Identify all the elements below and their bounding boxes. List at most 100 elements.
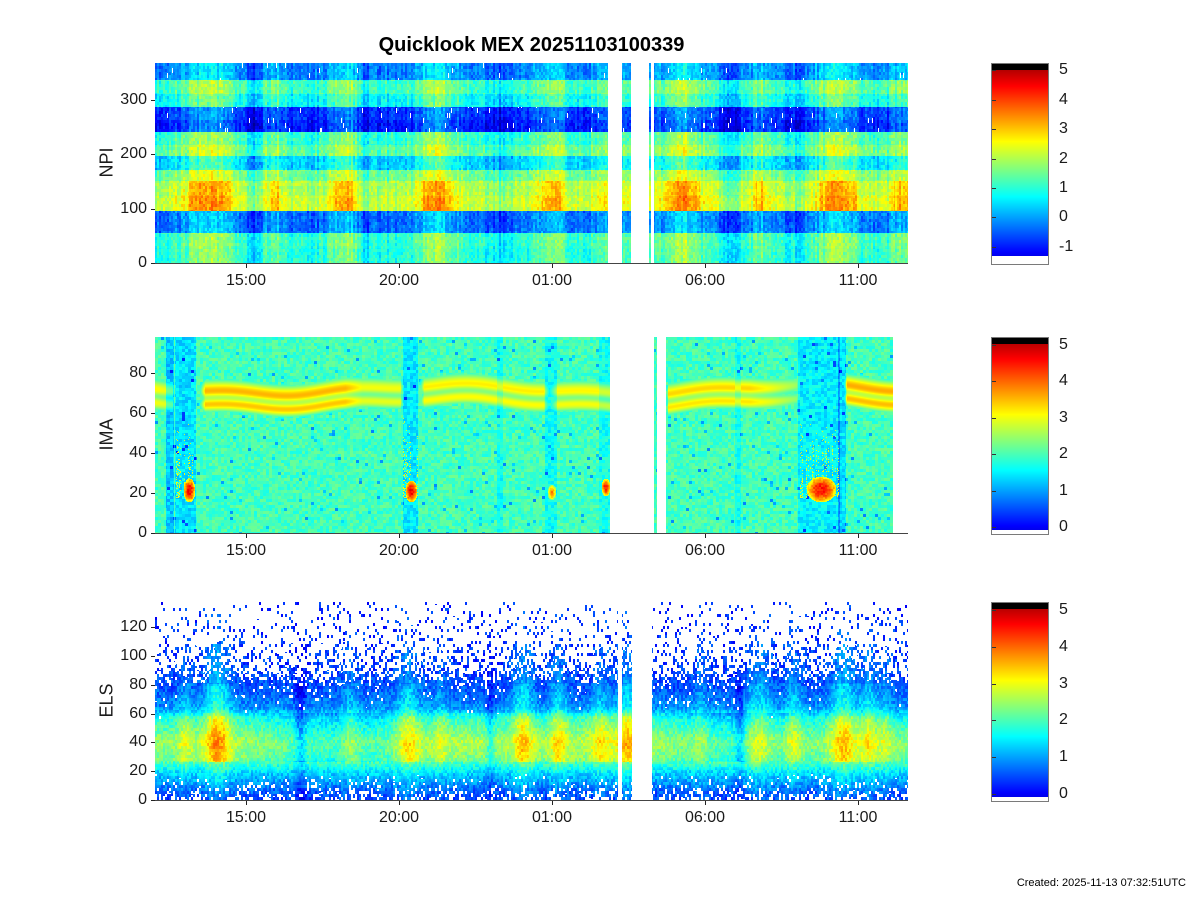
y-tick-label: 200 <box>120 145 147 162</box>
x-tick-label: 01:00 <box>531 542 573 559</box>
colorbar-tick-mark <box>992 757 996 758</box>
y-tick-mark <box>151 453 155 454</box>
y-tick-label: 0 <box>138 254 147 271</box>
colorbar-tick-label: -1 <box>1059 238 1074 255</box>
x-tick-mark <box>858 264 859 268</box>
colorbar-tick-label: 5 <box>1059 601 1068 618</box>
y-tick-mark <box>151 493 155 494</box>
x-axis-line <box>155 800 908 801</box>
y-tick-label: 20 <box>129 762 147 779</box>
colorbar-tick-label: 4 <box>1059 638 1068 655</box>
y-tick-label: 80 <box>129 676 147 693</box>
colorbar-tick-mark <box>992 345 996 346</box>
colorbar-tick-mark <box>992 159 996 160</box>
y-tick-mark <box>151 714 155 715</box>
colorbar-tick-mark <box>992 527 996 528</box>
x-axis-line <box>155 263 908 264</box>
colorbar-tick-label: 5 <box>1059 336 1068 353</box>
els-spectrogram <box>155 602 908 800</box>
x-tick-label: 20:00 <box>378 809 420 826</box>
colorbar-tick-mark <box>992 491 996 492</box>
els-colorbar <box>991 602 1049 802</box>
colorbar-tick-label: 0 <box>1059 208 1068 225</box>
x-tick-mark <box>246 534 247 538</box>
x-tick-label: 20:00 <box>378 272 420 289</box>
colorbar-tick-label: 0 <box>1059 785 1068 802</box>
y-tick-label: 300 <box>120 91 147 108</box>
colorbar-tick-label: 2 <box>1059 711 1068 728</box>
x-tick-mark <box>246 264 247 268</box>
colorbar-tick-label: 5 <box>1059 61 1068 78</box>
x-tick-mark <box>552 264 553 268</box>
x-tick-mark <box>858 801 859 805</box>
colorbar-tick-mark <box>992 684 996 685</box>
x-tick-mark <box>246 801 247 805</box>
colorbar-tick-label: 3 <box>1059 675 1068 692</box>
x-axis-line <box>155 533 908 534</box>
figure-title: Quicklook MEX 20251103100339 <box>378 34 685 56</box>
x-tick-label: 01:00 <box>531 809 573 826</box>
npi-spectrogram <box>155 63 908 263</box>
y-tick-label: 0 <box>138 524 147 541</box>
colorbar-tick-mark <box>992 381 996 382</box>
colorbar-tick-label: 2 <box>1059 150 1068 167</box>
colorbar-tick-mark <box>992 129 996 130</box>
x-tick-label: 11:00 <box>838 542 878 559</box>
y-tick-label: 80 <box>129 364 147 381</box>
colorbar-tick-label: 3 <box>1059 409 1068 426</box>
y-tick-label: 40 <box>129 444 147 461</box>
colorbar-tick-mark <box>992 794 996 795</box>
x-tick-mark <box>705 264 706 268</box>
x-tick-mark <box>399 264 400 268</box>
colorbar-tick-mark <box>992 70 996 71</box>
x-tick-mark <box>552 801 553 805</box>
x-tick-label: 15:00 <box>225 542 267 559</box>
x-tick-label: 11:00 <box>838 809 878 826</box>
x-tick-mark <box>705 801 706 805</box>
colorbar-tick-mark <box>992 647 996 648</box>
colorbar-tick-label: 1 <box>1059 748 1068 765</box>
colorbar-tick-label: 2 <box>1059 445 1068 462</box>
x-tick-label: 06:00 <box>684 542 726 559</box>
y-tick-mark <box>151 656 155 657</box>
colorbar-tick-mark <box>992 418 996 419</box>
ima-spectrogram <box>155 337 908 533</box>
y-tick-label: 100 <box>120 647 147 664</box>
y-tick-mark <box>151 533 155 534</box>
x-tick-label: 15:00 <box>225 809 267 826</box>
y-tick-mark <box>151 100 155 101</box>
x-tick-label: 06:00 <box>684 809 726 826</box>
ima-colorbar <box>991 337 1049 535</box>
colorbar-tick-label: 1 <box>1059 179 1068 196</box>
colorbar-tick-mark <box>992 720 996 721</box>
x-tick-label: 01:00 <box>531 272 573 289</box>
colorbar-tick-label: 3 <box>1059 120 1068 137</box>
y-tick-label: 100 <box>120 200 147 217</box>
colorbar-tick-mark <box>992 610 996 611</box>
x-tick-label: 15:00 <box>225 272 267 289</box>
colorbar-tick-mark <box>992 100 996 101</box>
colorbar-tick-label: 4 <box>1059 91 1068 108</box>
y-tick-label: 60 <box>129 705 147 722</box>
colorbar-tick-mark <box>992 188 996 189</box>
colorbar-tick-mark <box>992 454 996 455</box>
created-timestamp: Created: 2025-11-13 07:32:51UTC <box>1016 877 1186 889</box>
y-tick-label: 20 <box>129 484 147 501</box>
x-tick-mark <box>705 534 706 538</box>
colorbar-tick-label: 4 <box>1059 372 1068 389</box>
y-tick-mark <box>151 209 155 210</box>
y-tick-mark <box>151 263 155 264</box>
y-tick-mark <box>151 685 155 686</box>
y-tick-mark <box>151 627 155 628</box>
colorbar-tick-mark <box>992 217 996 218</box>
x-tick-label: 20:00 <box>378 542 420 559</box>
colorbar-tick-label: 1 <box>1059 482 1068 499</box>
y-tick-label: 0 <box>138 791 147 808</box>
y-tick-label: 60 <box>129 404 147 421</box>
npi-colorbar <box>991 63 1049 265</box>
x-tick-label: 11:00 <box>838 272 878 289</box>
ylabel-ima: IMA <box>96 418 117 451</box>
x-tick-mark <box>858 534 859 538</box>
colorbar-tick-label: 0 <box>1059 518 1068 535</box>
